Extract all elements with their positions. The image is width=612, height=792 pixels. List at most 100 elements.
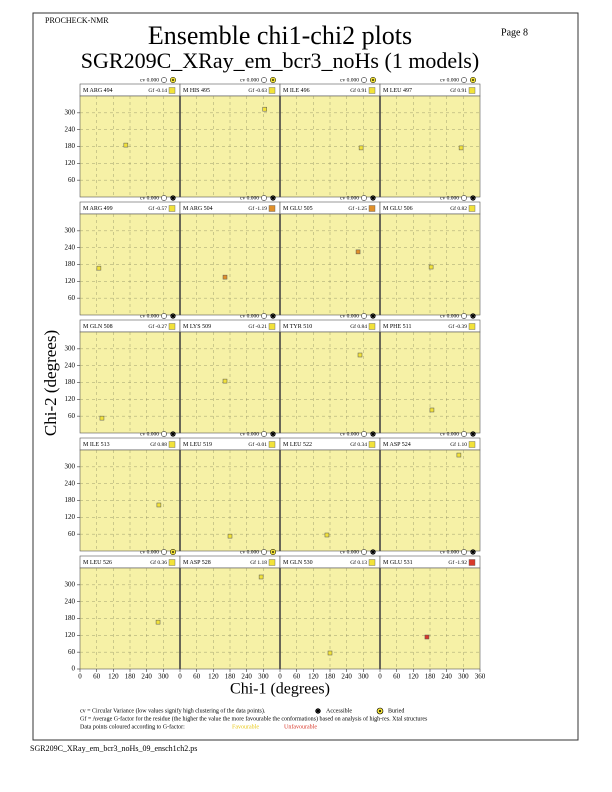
x-tick-label: 240	[241, 673, 252, 681]
gf-swatch	[368, 205, 376, 212]
buried-icon	[169, 76, 177, 84]
gf-label: Gf -0.63	[248, 87, 267, 94]
buried-icon	[469, 76, 477, 84]
accessible-star	[170, 195, 176, 201]
gf-label: Gf 0.36	[150, 559, 167, 566]
buried-icon	[369, 76, 377, 84]
accessible-icon	[170, 431, 176, 437]
cv-label: cv 0.000	[240, 549, 259, 555]
cv-label: cv 0.000	[140, 431, 159, 437]
footer: cv = Circular Variance (low values signi…	[80, 707, 428, 730]
gf-label: Gf 1.10	[450, 441, 467, 448]
accessible-icon	[470, 431, 476, 437]
x-tick-label: 60	[93, 673, 101, 681]
cv-icon	[361, 77, 367, 83]
gf-label: Gf 0.91	[450, 87, 467, 94]
data-point	[355, 249, 361, 255]
y-tick-label: 300	[65, 580, 76, 588]
cv-icon	[161, 431, 167, 437]
residue-label: M LEU 497	[383, 88, 412, 94]
gf-swatch	[268, 441, 276, 448]
cv-label: cv 0.000	[140, 195, 159, 201]
y-tick-label: 300	[65, 344, 76, 352]
gf-swatch	[268, 323, 276, 330]
cv-icon	[161, 313, 167, 319]
cv-label: cv 0.000	[240, 77, 259, 83]
x-tick-label: 120	[108, 673, 119, 681]
accessible-icon	[270, 313, 276, 319]
residue-label: M LEU 526	[83, 560, 112, 566]
y-tick-label: 180	[65, 614, 76, 622]
x-tick-label: 240	[441, 673, 452, 681]
x-tick-label: 0	[78, 673, 82, 681]
gf-label: Gf 0.88	[150, 441, 167, 448]
favourable-label: Favourable	[232, 724, 259, 730]
x-tick-label: 120	[208, 673, 219, 681]
subtitle: SGR209C_XRay_em_bcr3_noHs (1 models)	[81, 48, 479, 73]
accessible-icon	[470, 195, 476, 201]
data-point	[258, 574, 264, 580]
residue-label: M HIS 495	[183, 88, 210, 94]
buried-icon	[269, 548, 277, 556]
cv-label: cv 0.000	[440, 549, 459, 555]
y-tick-label: 120	[65, 159, 76, 167]
accessible-star	[370, 313, 376, 319]
gf-swatch	[468, 87, 476, 94]
cv-icon	[461, 313, 467, 319]
x-tick-label: 120	[308, 673, 319, 681]
gf-label: Gf 0.13	[350, 559, 367, 566]
y-tick-label: 60	[68, 530, 76, 538]
gf-label: Gf -0.14	[148, 87, 167, 94]
gf-swatch	[368, 87, 376, 94]
cv-label: cv 0.000	[140, 549, 159, 555]
gf-swatch	[268, 559, 276, 566]
gf-label: Gf -0.57	[148, 205, 167, 212]
residue-label: M PHE 511	[383, 324, 411, 330]
gf-label: Gf 0.82	[450, 205, 467, 212]
cv-icon	[261, 77, 267, 83]
residue-label: M GLN 530	[283, 560, 313, 566]
cv-icon	[461, 549, 467, 555]
accessible-star	[270, 195, 276, 201]
x-tick-label: 240	[141, 673, 152, 681]
accessible-icon	[315, 708, 321, 714]
gf-swatch	[468, 323, 476, 330]
data-point	[262, 106, 267, 112]
buried-dot	[372, 79, 374, 81]
cv-icon	[461, 195, 467, 201]
y-tick-label: 120	[65, 513, 76, 521]
buried-icon	[376, 707, 384, 715]
data-point	[428, 264, 434, 270]
accessible-icon	[370, 195, 376, 201]
cv-label: cv 0.000	[240, 195, 259, 201]
data-point	[357, 352, 363, 358]
y-tick-label: 120	[65, 631, 76, 639]
y-tick-label: 300	[65, 108, 76, 116]
cv-label: cv 0.000	[440, 195, 459, 201]
gf-swatch	[268, 205, 276, 212]
y-tick-label: 180	[65, 496, 76, 504]
y-axis-label: Chi-2 (degrees)	[41, 330, 60, 436]
x-tick-label: 300	[158, 673, 169, 681]
page-number: Page 8	[501, 27, 528, 38]
y-tick-label: 240	[65, 597, 76, 605]
cv-icon	[461, 77, 467, 83]
gf-swatch	[268, 87, 276, 94]
accessible-star	[370, 195, 376, 201]
data-point	[123, 142, 129, 148]
cv-icon	[161, 549, 167, 555]
x-tick-label: 180	[225, 673, 236, 681]
residue-label: M GLU 506	[383, 206, 413, 212]
x-tick-label: 60	[293, 673, 301, 681]
gf-label: Gf -0.21	[248, 323, 267, 330]
filename: SGR209C_XRay_em_bcr3_noHs_09_ensch1ch2.p…	[30, 744, 197, 753]
y-tick-label: 0	[72, 665, 76, 673]
accessible-icon	[170, 195, 176, 201]
x-tick-label: 0	[378, 673, 382, 681]
x-axis-label: Chi-1 (degrees)	[230, 681, 330, 698]
y-tick-label: 180	[65, 378, 76, 386]
x-tick-label: 120	[408, 673, 419, 681]
y-tick-label: 300	[65, 226, 76, 234]
cv-icon	[261, 313, 267, 319]
